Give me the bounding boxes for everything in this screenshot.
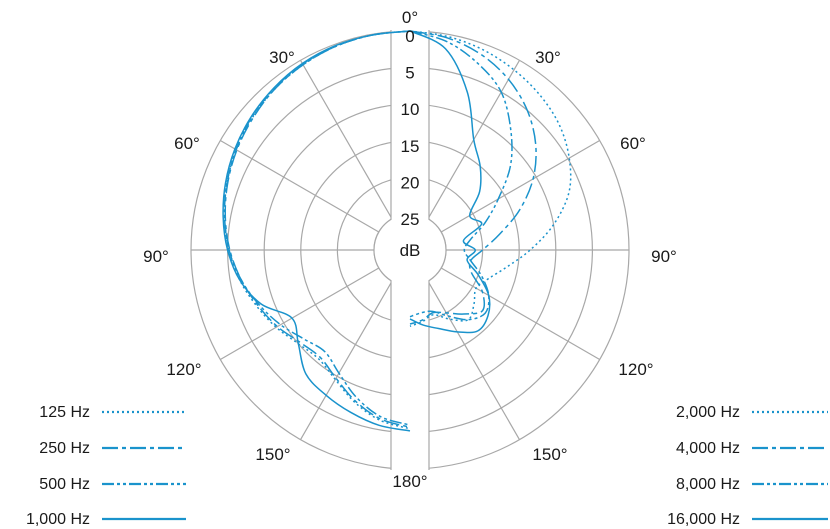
radial-tick-20: 20 [401, 173, 420, 192]
legend: 125 Hz 250 Hz 500 Hz 1,000 Hz 2,000 Hz 4,000 … [26, 404, 828, 528]
angle-label-120-right: 120° [618, 360, 653, 379]
series-line-16-000-hz [409, 30, 491, 334]
channel-outline [373, 30, 447, 470]
angle-label-90-right: 90° [651, 247, 677, 266]
legend-label-left-1: 250 Hz [39, 440, 90, 457]
angle-label-90-left: 90° [143, 247, 169, 266]
grid-spoke-left-150 [299, 280, 393, 440]
radial-tick-10: 10 [401, 100, 420, 119]
unit-label: dB [400, 241, 421, 260]
angle-label-0: 0° [402, 8, 418, 27]
angle-label-180: 180° [392, 472, 427, 491]
center-mask [373, 27, 447, 473]
grid-spoke-left-120 [220, 267, 380, 361]
legend-label-left-3: 1,000 Hz [26, 511, 90, 528]
angle-label-60-right: 60° [620, 134, 646, 153]
grid-spoke-right-150 [427, 280, 521, 440]
grid-spoke-right-60 [440, 139, 600, 233]
angle-label-120-left: 120° [166, 360, 201, 379]
chart-labels: 0° 30° 30° 60° 60° 90° 90° 120° 120° 150° 150° 180°… [143, 8, 677, 491]
center-disc [374, 214, 446, 286]
series-lines [222, 30, 572, 432]
series-line-2-000-hz [409, 30, 572, 327]
legend-label-left-0: 125 Hz [39, 404, 90, 421]
angle-label-150-right: 150° [532, 445, 567, 464]
radial-tick-0: 0 [405, 27, 414, 46]
grid-spoke-right-120 [440, 267, 600, 361]
radial-tick-15: 15 [401, 137, 420, 156]
legend-label-right-1: 4,000 Hz [676, 440, 740, 457]
series-line-4-000-hz [409, 30, 537, 325]
series-line-8-000-hz [409, 30, 513, 321]
grid-spoke-left-60 [220, 139, 380, 233]
series-line-1-000-hz [222, 30, 411, 432]
legend-label-right-3: 16,000 Hz [667, 511, 740, 528]
legend-label-right-2: 8,000 Hz [676, 476, 740, 493]
angle-label-150-left: 150° [255, 445, 290, 464]
angle-label-60-left: 60° [174, 134, 200, 153]
legend-label-right-0: 2,000 Hz [676, 404, 740, 421]
radial-tick-5: 5 [405, 64, 414, 83]
angle-label-30-left: 30° [269, 48, 295, 67]
angle-label-30-right: 30° [535, 48, 561, 67]
legend-label-left-2: 500 Hz [39, 476, 90, 493]
grid-spoke-left-30 [299, 60, 393, 220]
radial-tick-25: 25 [401, 210, 420, 229]
